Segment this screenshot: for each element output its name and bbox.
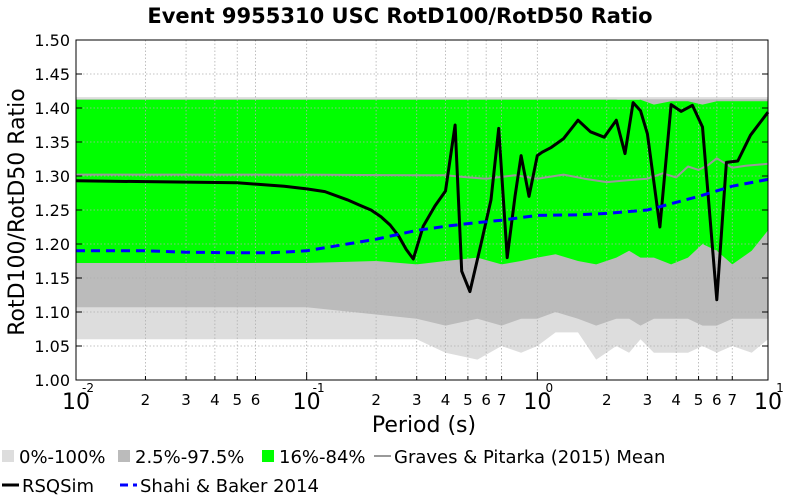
y-tick-label: 1.40 (34, 99, 70, 118)
y-tick-label: 1.50 (34, 31, 70, 50)
y-axis-label: RotD100/RotD50 Ratio (5, 88, 30, 336)
legend-label: Shahi & Baker 2014 (140, 476, 319, 497)
x-minor-tick-label: 7 (727, 391, 737, 409)
legend-label: 16%-84% (279, 447, 366, 468)
chart-title: Event 9955310 USC RotD100/RotD50 Ratio (147, 4, 652, 28)
x-minor-tick-label: 3 (181, 391, 191, 409)
band-layer (76, 97, 768, 360)
legend-label: RSQSim (22, 476, 94, 497)
legend-label: 0%-100% (19, 447, 106, 468)
x-tick-label: 10 (293, 390, 321, 415)
x-minor-tick-label: 5 (463, 391, 473, 409)
x-tick-exponent: -2 (82, 381, 94, 395)
y-tick-label: 1.45 (34, 65, 70, 84)
legend-swatch (118, 450, 130, 462)
x-tick-label: 10 (523, 390, 551, 415)
series-line-rsqsim (75, 101, 770, 302)
x-minor-tick-label: 3 (412, 391, 422, 409)
x-minor-tick-label: 4 (671, 391, 681, 409)
y-tick-label: 1.15 (34, 269, 70, 288)
x-minor-tick-label: 6 (251, 391, 261, 409)
x-axis-label: Period (s) (372, 413, 476, 438)
x-minor-tick-label: 2 (141, 391, 151, 409)
series-layer (75, 101, 770, 302)
legend-label: 2.5%-97.5% (135, 447, 244, 468)
x-minor-tick-label: 6 (712, 391, 722, 409)
y-tick-label: 1.10 (34, 303, 70, 322)
series-line-shahi-baker-2014 (76, 177, 769, 255)
y-tick-label: 1.35 (34, 133, 70, 152)
x-minor-tick-label: 2 (602, 391, 612, 409)
ticks-layer: 1.00 1.05 1.10 1.15 1.20 1.25 1.30 1.35 1.40 1.45… (34, 31, 783, 415)
y-tick-label: 1.20 (34, 235, 70, 254)
x-minor-tick-label: 4 (441, 391, 451, 409)
x-minor-tick-label: 7 (497, 391, 507, 409)
y-tick-label: 1.25 (34, 201, 70, 220)
y-tick-label: 1.00 (34, 371, 70, 390)
x-tick-exponent: 0 (546, 381, 554, 395)
x-minor-tick-label: 2 (371, 391, 381, 409)
legend-label: Graves & Pitarka (2015) Mean (394, 447, 665, 468)
legend-item: Graves & Pitarka (2015) Mean (374, 447, 665, 468)
x-minor-tick-label: 5 (694, 391, 704, 409)
x-tick-label: 10 (754, 390, 782, 415)
x-tick-exponent: 1 (776, 381, 784, 395)
x-minor-tick-label: 5 (232, 391, 242, 409)
legend-item: Shahi & Baker 2014 (120, 476, 319, 497)
band-16-84- (76, 99, 768, 265)
y-tick-label: 1.05 (34, 337, 70, 356)
y-tick-label: 1.30 (34, 167, 70, 186)
legend-swatch (2, 450, 14, 462)
x-tick-label: 10 (62, 390, 90, 415)
legend-item: 0%-100% (2, 447, 106, 468)
x-tick-exponent: -1 (313, 381, 325, 395)
legend: 0%-100% 2.5%-97.5% 16%-84% Graves & Pitarka… (2, 447, 665, 497)
legend-item: RSQSim (2, 476, 94, 497)
x-minor-tick-label: 4 (210, 391, 220, 409)
legend-swatch (262, 450, 274, 462)
x-minor-tick-label: 6 (481, 391, 491, 409)
x-minor-tick-label: 3 (643, 391, 653, 409)
legend-item: 2.5%-97.5% (118, 447, 244, 468)
legend-item: 16%-84% (262, 447, 366, 468)
